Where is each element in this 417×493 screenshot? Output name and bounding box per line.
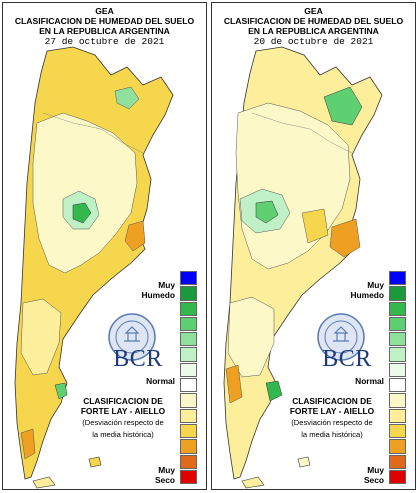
legend-swatch	[180, 469, 197, 485]
legend-swatch	[389, 408, 406, 423]
malvinas-islands	[88, 456, 102, 468]
legend-label-muy-seco: Muy	[158, 465, 175, 475]
wet-zone-core	[72, 202, 92, 224]
dry-zone-east	[329, 218, 361, 258]
bcr-logo: BCR	[113, 346, 163, 372]
wet-zone-south	[54, 382, 68, 400]
province-borders	[42, 112, 144, 154]
legend-label-muy-seco: Muy	[367, 465, 384, 475]
legend-label-seco: Seco	[363, 475, 384, 485]
legend-swatch	[389, 271, 406, 286]
legend-color-scale	[180, 271, 197, 485]
dry-zone-east	[124, 220, 146, 252]
legend-label-muy: Muy	[367, 280, 384, 290]
dry-zone-center	[301, 208, 329, 244]
wet-zone-south	[265, 380, 283, 402]
legend-swatch	[389, 454, 406, 469]
legend-swatch	[389, 301, 406, 316]
seal-icon	[317, 313, 365, 361]
bolsa-comercio-seal	[106, 311, 158, 363]
classification-line3: (Desviación respecto de	[82, 418, 164, 427]
classification-line2: FORTE LAY - AIELLO	[80, 406, 166, 416]
legend-swatch	[180, 423, 197, 439]
legend-swatch	[180, 439, 197, 454]
legend-swatch	[389, 393, 406, 408]
dry-zone-south	[20, 428, 36, 460]
soil-moisture-map-panel: GEA CLASIFICACION DE HUMEDAD DEL SUELO E…	[2, 2, 207, 490]
legend-swatch	[389, 332, 406, 347]
legend-swatch	[389, 362, 406, 378]
legend-swatch	[180, 301, 197, 316]
legend-swatch	[180, 362, 197, 378]
legend-label-seco: Seco	[154, 475, 175, 485]
seal-icon	[108, 313, 156, 361]
bolsa-comercio-seal	[315, 311, 367, 363]
normal-zone-south	[20, 298, 62, 376]
malvinas-islands	[297, 456, 311, 468]
legend-swatch	[180, 316, 197, 332]
soil-moisture-map-panel: GEA CLASIFICACION DE HUMEDAD DEL SUELO E…	[211, 2, 416, 490]
legend-swatch	[180, 271, 197, 286]
legend-label-muy: Muy	[158, 280, 175, 290]
header-date: 27 de octubre de 2021	[44, 36, 165, 47]
legend-label-humedo: Humedo	[141, 290, 176, 300]
header-date: 20 de octubre de 2021	[253, 36, 374, 47]
legend-label-humedo: Humedo	[350, 290, 385, 300]
legend-label-normal: Normal	[355, 376, 384, 386]
legend-swatch	[389, 439, 406, 454]
legend-swatch	[389, 316, 406, 332]
legend-swatch	[180, 332, 197, 347]
header-subtitle: EN LA REPUBLICA ARGENTINA	[39, 26, 170, 36]
legend-swatch	[180, 454, 197, 469]
classification-line1: CLASIFICACION DE	[83, 396, 163, 406]
legend-label-normal: Normal	[146, 376, 175, 386]
tierra-del-fuego	[241, 476, 265, 489]
tierra-del-fuego	[32, 476, 56, 489]
argentina-moisture-map	[14, 46, 174, 489]
argentina-moisture-map	[223, 46, 383, 489]
legend-swatch	[180, 347, 197, 362]
wet-zone-northeast	[323, 86, 363, 126]
classification-line2: FORTE LAY - AIELLO	[289, 406, 375, 416]
classification-note: CLASIFICACION DE FORTE LAY - AIELLO (Des…	[67, 396, 179, 439]
wet-zone-northeast	[114, 86, 140, 110]
legend-swatch	[389, 378, 406, 393]
header-title: CLASIFICACION DE HUMEDAD DEL SUELO	[223, 16, 404, 26]
header-title: CLASIFICACION DE HUMEDAD DEL SUELO	[14, 16, 195, 26]
classification-line4: la media histórica)	[301, 429, 363, 439]
legend-swatch	[180, 393, 197, 408]
classification-line4: la media histórica)	[92, 429, 154, 439]
legend-swatch	[180, 286, 197, 301]
legend-swatch	[389, 286, 406, 301]
header-agency: GEA	[304, 6, 323, 16]
header-subtitle: EN LA REPUBLICA ARGENTINA	[248, 26, 379, 36]
classification-line3: (Desviación respecto de	[291, 418, 373, 427]
province-borders	[251, 112, 353, 154]
normal-zone	[32, 112, 138, 274]
bcr-logo: BCR	[322, 346, 372, 372]
classification-note: CLASIFICACION DE FORTE LAY - AIELLO (Des…	[276, 396, 388, 439]
dry-zone-south	[225, 364, 243, 404]
legend-swatch	[180, 408, 197, 423]
legend-swatch	[180, 378, 197, 393]
wet-zone-core	[255, 200, 279, 224]
legend-swatch	[389, 469, 406, 485]
legend-swatch	[389, 347, 406, 362]
classification-line1: CLASIFICACION DE	[292, 396, 372, 406]
header-agency: GEA	[95, 6, 114, 16]
legend-swatch	[389, 423, 406, 439]
legend-color-scale	[389, 271, 406, 485]
normal-zone-south	[227, 296, 275, 378]
